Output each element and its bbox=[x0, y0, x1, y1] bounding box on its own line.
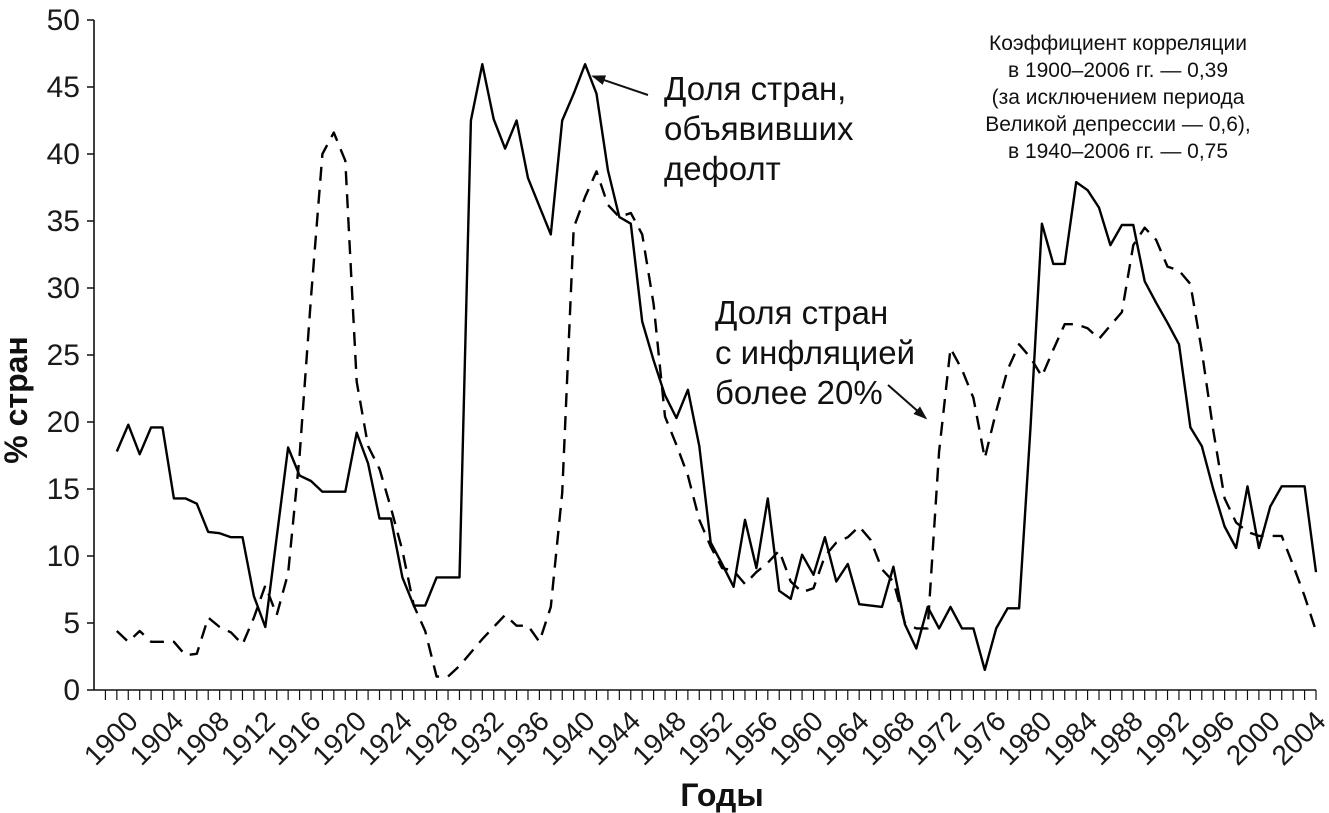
y-axis: 0 5 10 15 20 25 30 35 40 45 50 bbox=[47, 4, 95, 707]
default-label: Доля стран, объявивших дефолт bbox=[664, 70, 854, 187]
default-label-line: дефолт bbox=[664, 150, 781, 187]
y-tick-label: 10 bbox=[47, 540, 80, 573]
inflation-label-line: с инфляцией bbox=[715, 334, 915, 371]
y-tick-label: 5 bbox=[63, 607, 80, 640]
y-tick-label: 40 bbox=[47, 138, 80, 171]
x-axis-title: Годы bbox=[680, 777, 763, 813]
correlation-note-line: в 1900–2006 гг. — 0,39 bbox=[1008, 59, 1228, 82]
y-tick-label: 35 bbox=[47, 205, 80, 238]
annotations: Доля стран, объявивших дефолт Доля стран с и… bbox=[591, 32, 1251, 420]
y-tick-label: 20 bbox=[47, 406, 80, 439]
inflation-label-line: более 20% bbox=[715, 374, 883, 411]
y-tick-label: 15 bbox=[47, 473, 80, 506]
inflation-label-arrow bbox=[887, 384, 928, 420]
y-tick-label: 25 bbox=[47, 339, 80, 372]
series-group bbox=[115, 62, 1318, 678]
y-tick-label: 30 bbox=[47, 272, 80, 305]
x-axis: 1900190419081912191619201924192819321936… bbox=[78, 689, 1329, 771]
y-tick-label: 50 bbox=[47, 4, 80, 37]
y-axis-title: % стран bbox=[0, 336, 34, 463]
y-tick-label: 0 bbox=[63, 674, 80, 707]
default-label-line: объявивших bbox=[664, 110, 854, 147]
default-label-line: Доля стран, bbox=[664, 70, 846, 107]
x-tick-label: 2004 bbox=[1266, 705, 1329, 771]
inflation-label-line: Доля стран bbox=[715, 294, 888, 331]
default-share-line bbox=[115, 62, 1318, 672]
inflation-share-line bbox=[115, 131, 1318, 678]
default-label-arrow bbox=[591, 75, 649, 96]
y-tick-label: 45 bbox=[47, 71, 80, 104]
correlation-note-line: Коэффициент корреляции bbox=[989, 32, 1247, 55]
correlation-note-line: Великой депрессии — 0,6), bbox=[985, 113, 1250, 136]
correlation-note-line: в 1940–2006 гг. — 0,75 bbox=[1008, 140, 1228, 163]
inflation-label: Доля стран с инфляцией более 20% bbox=[715, 294, 915, 411]
correlation-note: Коэффициент корреляции в 1900–2006 гг. — … bbox=[985, 32, 1250, 163]
correlation-note-line: (за исключением периода bbox=[992, 86, 1245, 109]
